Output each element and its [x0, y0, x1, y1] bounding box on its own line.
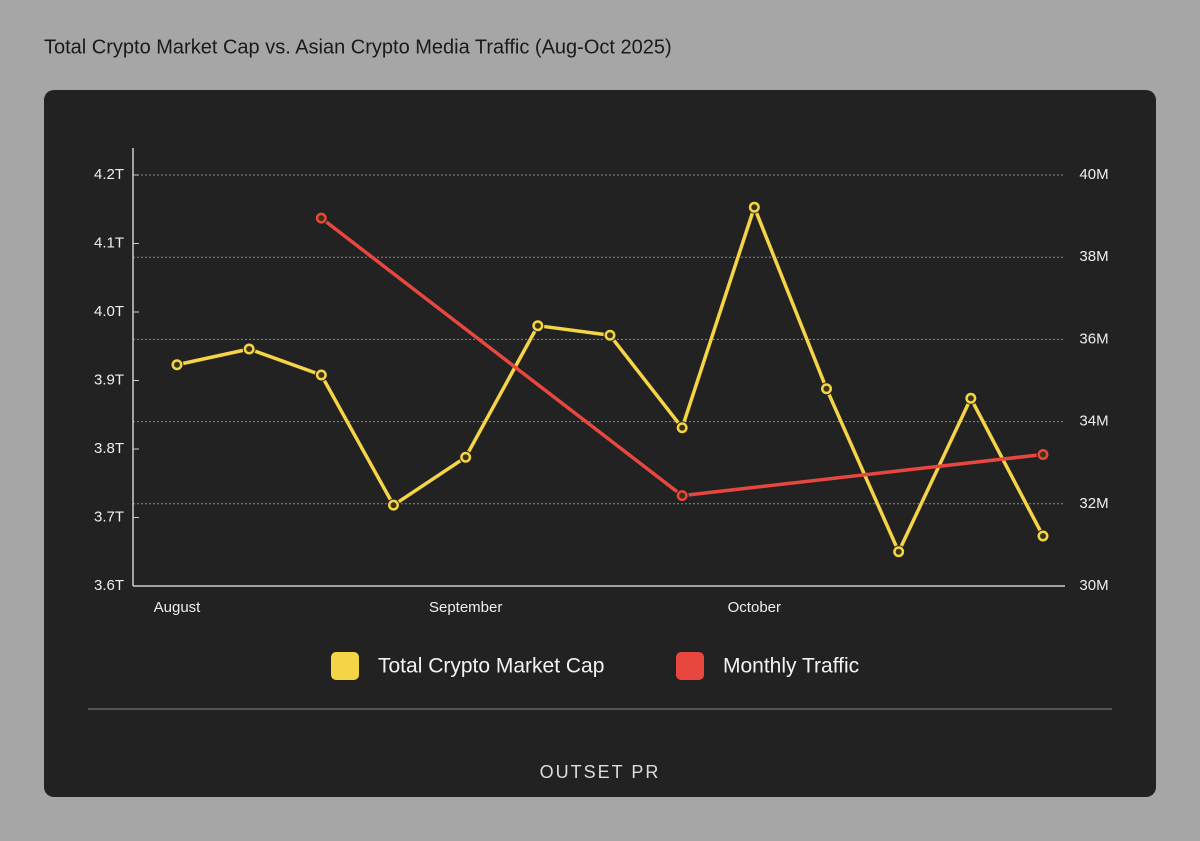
x-tick-label: September — [429, 599, 502, 616]
point-core — [318, 215, 325, 222]
point-core — [1040, 451, 1046, 458]
point-core — [462, 454, 469, 461]
point-core — [679, 492, 686, 499]
panel — [44, 90, 1156, 797]
point-core — [390, 502, 397, 509]
y-tick-label: 4.2T — [94, 166, 124, 183]
x-tick-label: October — [728, 599, 781, 616]
point-core — [895, 548, 902, 555]
y-tick-label: 3.6T — [94, 577, 124, 594]
point-core — [318, 372, 325, 379]
y-tick-label: 3.9T — [94, 371, 124, 388]
point-core — [1040, 532, 1046, 539]
legend-swatch — [676, 652, 704, 680]
chart-title: Total Crypto Market Cap vs. Asian Crypto… — [44, 36, 672, 58]
point-core — [246, 345, 253, 352]
point-core — [607, 332, 613, 339]
y2-tick-label: 38M — [1079, 248, 1108, 265]
legend-label: Total Crypto Market Cap — [378, 655, 604, 678]
y-tick-label: 3.7T — [94, 508, 124, 525]
y2-tick-label: 34M — [1079, 413, 1108, 430]
point-core — [967, 395, 974, 402]
legend-swatch — [331, 652, 359, 680]
y2-tick-label: 32M — [1079, 495, 1108, 512]
y2-tick-label: 36M — [1079, 330, 1108, 347]
y-tick-label: 4.0T — [94, 303, 124, 320]
brand: OUTSET PR — [540, 762, 661, 782]
x-tick-label: August — [154, 599, 202, 616]
y-tick-label: 4.1T — [94, 234, 124, 251]
point-core — [679, 424, 686, 431]
y-tick-label: 3.8T — [94, 440, 124, 457]
point-core — [823, 385, 830, 392]
point-core — [174, 361, 180, 368]
y2-tick-label: 30M — [1079, 577, 1108, 594]
point-core — [534, 322, 541, 329]
point-core — [751, 204, 758, 211]
legend-label: Monthly Traffic — [723, 655, 859, 678]
y2-tick-label: 40M — [1079, 166, 1108, 183]
